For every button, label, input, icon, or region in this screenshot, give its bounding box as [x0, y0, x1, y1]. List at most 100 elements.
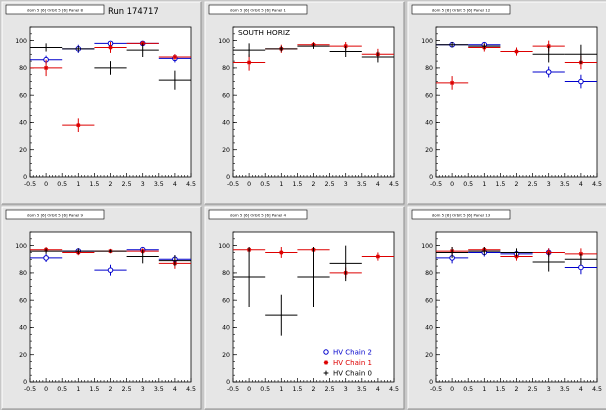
x-tick-label: 0.5 — [463, 386, 473, 393]
data-point — [142, 255, 144, 258]
x-tick-label: 0.5 — [57, 386, 67, 393]
y-tick-label: 100 — [421, 38, 433, 45]
y-tick-label: 40 — [425, 120, 433, 127]
y-tick-label: 80 — [222, 65, 230, 72]
plot-area — [232, 26, 395, 178]
panel-title-box — [411, 209, 511, 220]
pad-bevel-light — [1, 1, 201, 204]
x-tick-label: 0 — [44, 181, 48, 188]
data-point — [312, 45, 315, 47]
x-tick-label: 3 — [141, 181, 145, 188]
data-point — [546, 43, 551, 49]
x-tick-label: 3.5 — [154, 181, 164, 188]
data-point — [174, 79, 176, 81]
x-tick-label: 1 — [482, 181, 486, 188]
data-point — [280, 314, 282, 316]
pad-bevel-light — [204, 206, 404, 409]
x-tick-label: 4.5 — [186, 386, 196, 393]
x-tick-label: 1.5 — [89, 386, 99, 393]
pad-bevel-light — [407, 206, 606, 409]
legend-marker — [323, 360, 329, 365]
y-tick-label: 40 — [19, 325, 27, 332]
x-tick-label: 0.5 — [463, 181, 473, 188]
y-tick-label: 20 — [222, 147, 230, 154]
pad-bevel-dark — [2, 2, 202, 205]
x-tick-label: 2.5 — [122, 386, 132, 393]
panel-6: dom 5 [6] Orbit 5 [6] Panel 13-0.5 0 0.5 1 1… — [407, 206, 606, 410]
y-tick-label: 60 — [19, 297, 27, 304]
y-tick-label: 100 — [218, 243, 230, 250]
y-tick-label: 20 — [222, 352, 230, 359]
y-tick-label: 40 — [19, 120, 27, 127]
y-tick-label: 40 — [222, 325, 230, 332]
x-tick-label: 1.5 — [292, 386, 302, 393]
legend-marker — [323, 349, 329, 355]
plot-annotation: SOUTH HORIZ — [238, 28, 290, 37]
y-tick-label: 0 — [23, 174, 27, 181]
y-tick-label: 100 — [15, 38, 27, 45]
x-tick-label: 1 — [279, 181, 283, 188]
x-tick-label: 4.5 — [186, 181, 196, 188]
y-tick-label: 0 — [23, 379, 27, 386]
pad-bevel-light — [204, 1, 404, 204]
plot-area — [29, 231, 192, 383]
x-tick-label: 1.5 — [89, 181, 99, 188]
x-tick-label: 2.5 — [122, 181, 132, 188]
data-point — [43, 65, 49, 71]
x-tick-label: 4.5 — [592, 386, 602, 393]
y-tick-label: 0 — [429, 174, 433, 181]
panel-title-box — [411, 4, 511, 15]
pad-bevel-dark — [2, 207, 202, 410]
y-tick-label: 60 — [425, 92, 433, 99]
y-tick-label: 80 — [19, 270, 27, 277]
x-tick-label: 3.5 — [357, 386, 367, 393]
y-tick-label: 60 — [222, 92, 230, 99]
y-tick-label: 0 — [226, 379, 230, 386]
x-tick-label: 0 — [450, 386, 454, 393]
y-tick-label: 0 — [429, 379, 433, 386]
data-point — [580, 53, 582, 55]
panel-title: dom 5 [6] Orbit 5 [6] Panel 8 — [27, 8, 84, 13]
panel-title: dom 5 [6] Orbit 5 [6] Panel 9 — [27, 213, 84, 218]
data-point — [345, 262, 347, 264]
legend-label: HV Chain 0 — [333, 370, 372, 378]
panel-3: dom 5 [6] Orbit 5 [6] Panel 12-0.5 0 0.5 1 1… — [407, 1, 606, 205]
x-tick-label: -0.5 — [227, 181, 239, 188]
y-tick-label: 100 — [421, 243, 433, 250]
data-point — [76, 122, 81, 128]
x-tick-label: 3 — [344, 181, 348, 188]
data-point — [343, 43, 348, 49]
x-tick-label: 1 — [482, 386, 486, 393]
data-point — [451, 251, 453, 254]
x-tick-label: 0 — [247, 386, 251, 393]
legend: HV Chain 2 HV Chain 1 HV Chain 0 — [323, 349, 372, 378]
series-hv-chain-1 — [30, 41, 191, 132]
data-point — [45, 250, 47, 252]
panel-title-box — [208, 4, 308, 15]
x-tick-label: -0.5 — [24, 386, 36, 393]
x-tick-label: 4 — [579, 386, 583, 393]
y-tick-label: 80 — [19, 65, 27, 72]
data-point — [109, 250, 112, 252]
x-tick-label: 0.5 — [57, 181, 67, 188]
x-tick-label: 0.5 — [260, 181, 270, 188]
data-point — [548, 53, 550, 55]
series-hv-chain-0 — [436, 42, 597, 64]
x-tick-label: 3 — [547, 181, 551, 188]
series-hv-chain-0 — [30, 248, 191, 267]
y-tick-label: 20 — [425, 147, 433, 154]
x-tick-label: 0.5 — [260, 386, 270, 393]
data-point — [248, 49, 250, 51]
x-tick-label: 1.5 — [495, 181, 505, 188]
panel-title: dom 5 [6] Orbit 5 [6] Panel 1 — [230, 8, 287, 13]
x-tick-label: 2.5 — [325, 181, 335, 188]
data-point — [375, 254, 381, 259]
data-point — [580, 258, 582, 260]
y-tick-label: 80 — [222, 270, 230, 277]
data-point — [77, 48, 79, 50]
data-point — [514, 49, 519, 54]
pad-bevel-dark — [205, 207, 405, 410]
data-point — [483, 45, 485, 47]
